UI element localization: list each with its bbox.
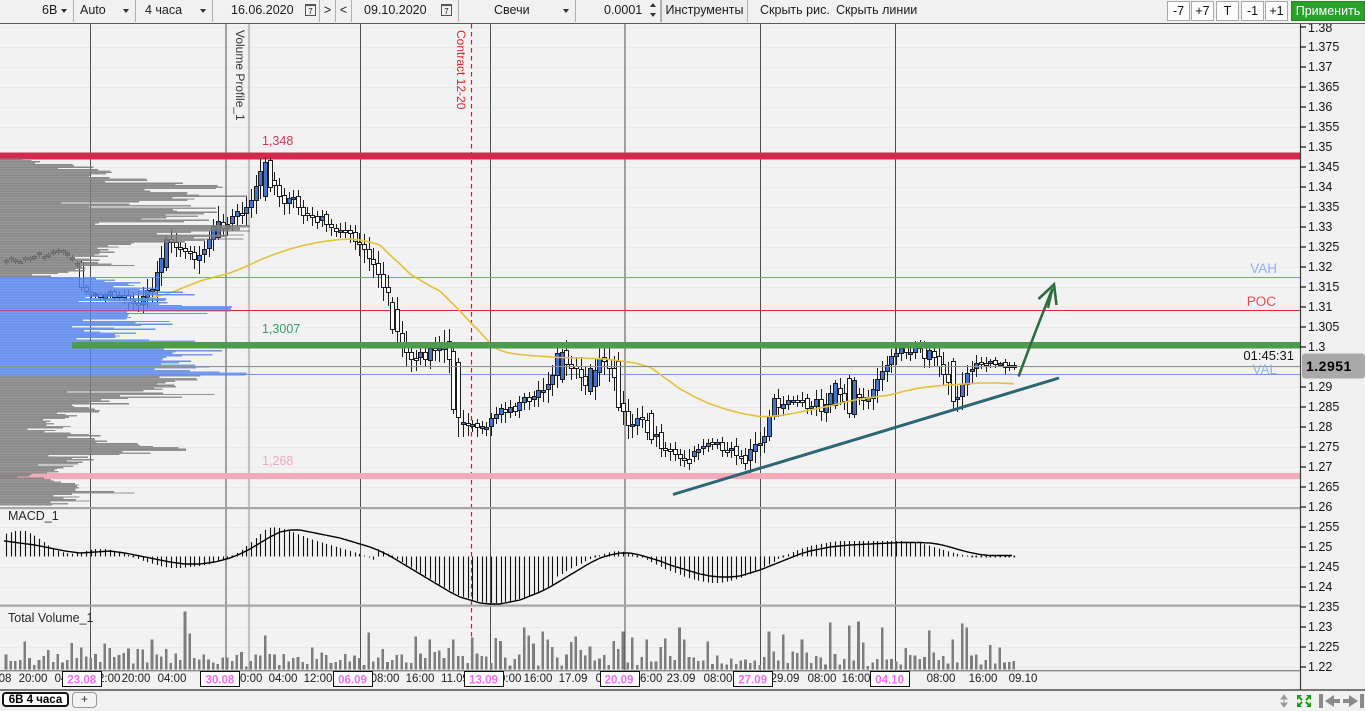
svg-text:16:00: 16:00 [406, 673, 435, 685]
svg-text:MACD_1: MACD_1 [8, 509, 59, 523]
svg-text:1.225: 1.225 [1308, 640, 1339, 654]
svg-text:16:00: 16:00 [634, 673, 663, 685]
svg-text:VAL: VAL [1252, 362, 1277, 377]
svg-text:17.09: 17.09 [559, 673, 588, 685]
svg-text:Volume Profile_1: Volume Profile_1 [233, 30, 247, 121]
svg-text:1.29: 1.29 [1308, 380, 1332, 394]
svg-text:11.09: 11.09 [441, 673, 469, 685]
svg-text:1.26: 1.26 [1308, 500, 1332, 514]
svg-text:1.345: 1.345 [1308, 160, 1339, 174]
svg-text:08:00: 08:00 [927, 673, 956, 685]
svg-text:16:00: 16:00 [524, 673, 553, 685]
svg-text:1.31: 1.31 [1308, 300, 1332, 314]
svg-text:1.27: 1.27 [1308, 460, 1332, 474]
svg-text:1.24: 1.24 [1308, 580, 1332, 594]
svg-text:VAH: VAH [1250, 261, 1277, 276]
svg-text:23.08: 23.08 [67, 675, 96, 687]
svg-text:20:00: 20:00 [122, 673, 151, 685]
svg-text:1.305: 1.305 [1308, 320, 1339, 334]
svg-text:08:00: 08:00 [808, 673, 837, 685]
svg-text:1,268: 1,268 [262, 454, 293, 468]
svg-text:01:45:31: 01:45:31 [1243, 348, 1294, 363]
svg-text:1.23: 1.23 [1308, 620, 1332, 634]
svg-text:1.285: 1.285 [1308, 400, 1339, 414]
svg-text:1.255: 1.255 [1308, 520, 1339, 534]
svg-text:04:00: 04:00 [269, 673, 298, 685]
svg-text:POC: POC [1247, 294, 1277, 309]
svg-text:1.22: 1.22 [1308, 660, 1332, 674]
svg-text:Total Volume_1: Total Volume_1 [8, 611, 94, 625]
svg-text:06.09: 06.09 [338, 675, 367, 687]
svg-text:1.25: 1.25 [1308, 540, 1332, 554]
svg-text:09.10: 09.10 [1009, 673, 1038, 685]
svg-text:1.36: 1.36 [1308, 100, 1332, 114]
svg-text:16:00: 16:00 [842, 673, 871, 685]
svg-text:1.35: 1.35 [1308, 140, 1332, 154]
svg-text:1,348: 1,348 [262, 134, 293, 148]
svg-text:1.245: 1.245 [1308, 560, 1339, 574]
svg-text:27.09: 27.09 [738, 675, 767, 687]
svg-text:04.10: 04.10 [875, 675, 904, 687]
svg-text:1.28: 1.28 [1308, 420, 1332, 434]
svg-text:1.265: 1.265 [1308, 480, 1339, 494]
svg-text:16:00: 16:00 [969, 673, 998, 685]
svg-text:13.09: 13.09 [469, 675, 498, 687]
svg-text:1.365: 1.365 [1308, 80, 1339, 94]
svg-text:08:00: 08:00 [371, 673, 400, 685]
svg-text:12:00: 12:00 [304, 673, 333, 685]
svg-text:20:00: 20:00 [19, 673, 48, 685]
svg-text:1.38: 1.38 [1308, 21, 1332, 35]
svg-text:1.315: 1.315 [1308, 280, 1339, 294]
svg-text:1.325: 1.325 [1308, 240, 1339, 254]
svg-text:04:00: 04:00 [158, 673, 187, 685]
svg-text:30.08: 30.08 [206, 675, 235, 687]
svg-text:1.32: 1.32 [1308, 260, 1332, 274]
svg-text:08: 08 [0, 673, 11, 685]
svg-text:23.09: 23.09 [667, 673, 696, 685]
svg-text:1.33: 1.33 [1308, 220, 1332, 234]
svg-text:1.275: 1.275 [1308, 440, 1339, 454]
svg-text:08:00: 08:00 [704, 673, 733, 685]
svg-text:1.3: 1.3 [1308, 340, 1325, 354]
svg-text:20.09: 20.09 [605, 675, 634, 687]
svg-text:1.375: 1.375 [1308, 40, 1339, 54]
svg-text:Contract 12-20: Contract 12-20 [454, 30, 468, 110]
svg-text:1.37: 1.37 [1308, 60, 1332, 74]
svg-text:1.235: 1.235 [1308, 600, 1339, 614]
svg-text:1.335: 1.335 [1308, 200, 1339, 214]
svg-text:20:00: 20:00 [234, 673, 263, 685]
svg-text:1.355: 1.355 [1308, 120, 1339, 134]
svg-text:1.2951: 1.2951 [1306, 358, 1352, 374]
svg-text:1.34: 1.34 [1308, 180, 1332, 194]
svg-text:29.09: 29.09 [771, 673, 800, 685]
svg-text:1,3007: 1,3007 [262, 322, 300, 336]
